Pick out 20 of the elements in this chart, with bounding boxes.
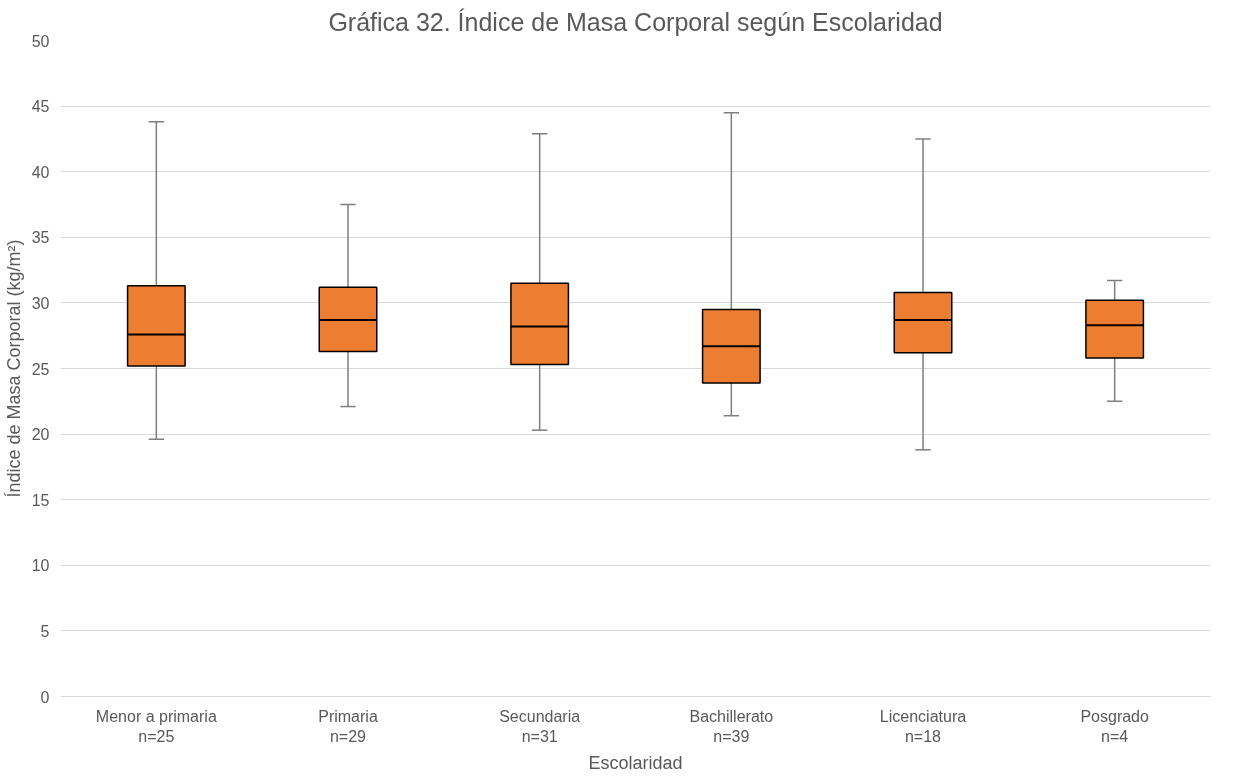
x-tick-label: Posgrado n=4 (1080, 707, 1150, 745)
x-tick-label: Licenciatura n=18 (879, 707, 967, 745)
x-tick-label: Bachillerato n=39 (689, 707, 774, 745)
chart-title: Gráfica 32. Índice de Masa Corporal según Escolaridad (328, 7, 943, 36)
x-tick-label: Primaria n=29 (318, 707, 378, 745)
y-tick-label: 25 (31, 360, 50, 378)
y-tick-label: 15 (31, 491, 50, 509)
y-tick-label: 0 (40, 688, 50, 706)
y-tick-label: 40 (31, 163, 50, 181)
y-tick-label: 30 (31, 294, 50, 312)
y-axis-title: Índice de Masa Corporal (kg/m²) (3, 239, 24, 498)
y-tick-label: 5 (40, 622, 50, 640)
x-axis-title: Escolaridad (588, 752, 683, 773)
y-tick-label: 20 (31, 426, 50, 444)
y-tick-label: 10 (31, 557, 50, 575)
x-tick-label: Secundaria n=31 (499, 707, 581, 745)
y-tick-label: 35 (31, 229, 50, 247)
y-tick-label: 50 (31, 32, 50, 50)
x-tick-label: Menor a primaria n=25 (95, 707, 217, 745)
y-tick-label: 45 (31, 98, 50, 116)
